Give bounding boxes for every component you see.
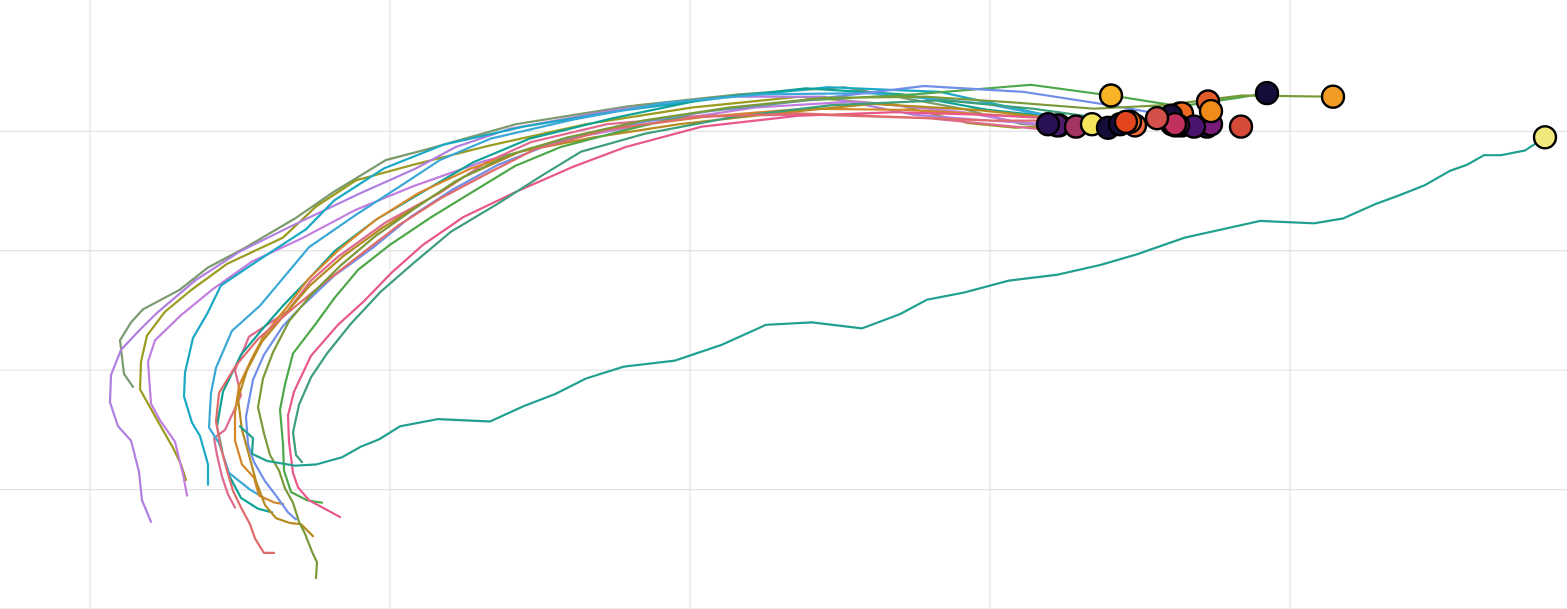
trajectory-line [286,111,1177,519]
trajectory-line [207,91,1137,501]
trajectory-line [138,95,1059,482]
endpoint-marker [1254,80,1280,106]
trajectory-line [256,94,1335,580]
trajectory-line [108,95,1050,523]
trajectory-line [233,107,1132,505]
trajectory-line [146,100,1078,497]
trajectory-line [278,83,1269,504]
endpoint-marker [1320,84,1346,109]
endpoint-marker [1035,111,1061,137]
trajectory-line [215,87,1122,514]
endpoint-marker [1198,98,1224,124]
endpoint-marker [1098,83,1124,108]
trajectory-lines [108,83,1547,580]
endpoint-marker [1113,109,1139,135]
endpoint-marker [1532,125,1558,150]
trajectory-line [238,136,1547,467]
endpoint-marker [1144,105,1170,131]
trajectory-line [244,84,1173,521]
endpoint-marker [1228,114,1254,139]
trajectory-line [291,99,1177,464]
trajectory-line [212,113,1110,509]
endpoint-markers [1035,80,1558,150]
